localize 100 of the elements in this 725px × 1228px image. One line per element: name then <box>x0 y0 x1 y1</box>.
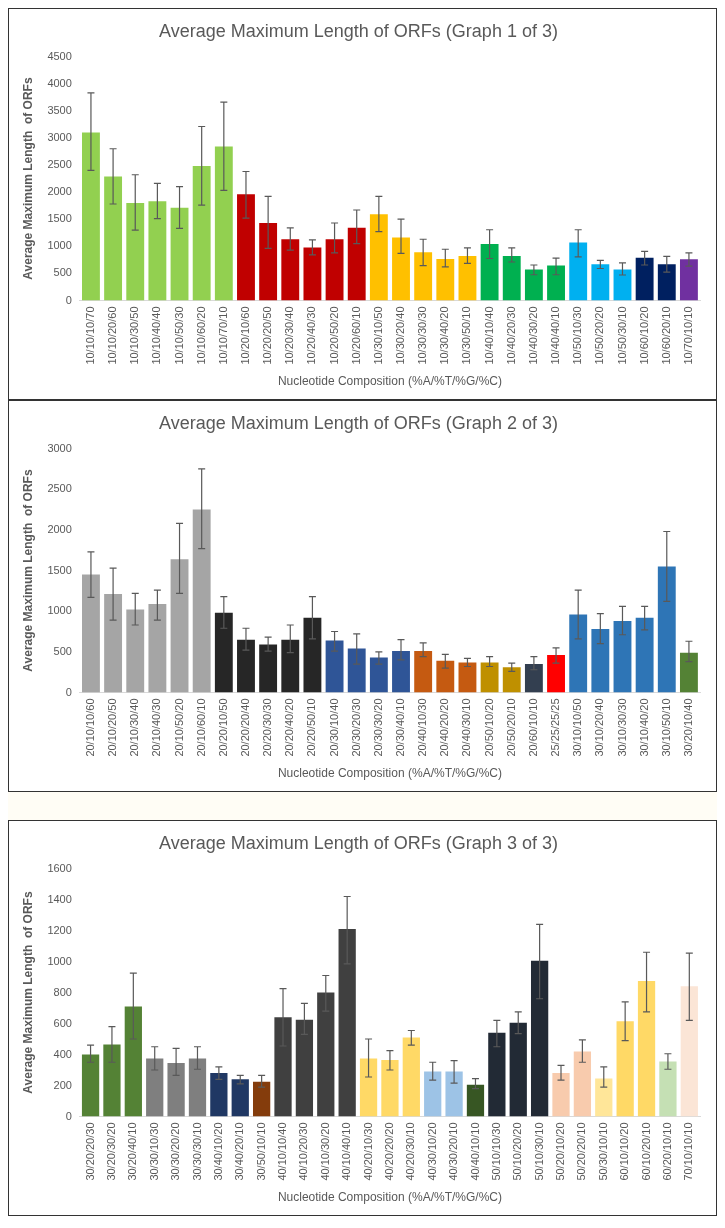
x-tick-label: 10/20/50/20 <box>327 306 340 365</box>
x-tick-label: 20/10/50/20 <box>172 698 185 757</box>
x-tick-label: 10/20/60/10 <box>349 306 362 365</box>
x-tick-label: 20/40/30/10 <box>460 698 473 757</box>
y-tick-label: 2000 <box>47 185 72 198</box>
x-tick-label: 30/50/10/10 <box>254 1122 267 1181</box>
x-tick-label: 10/10/60/20 <box>194 306 207 365</box>
y-tick-label: 0 <box>65 1109 72 1122</box>
x-tick-label: 10/10/20/60 <box>106 306 119 365</box>
x-tick-label: 30/10/10/50 <box>571 698 584 757</box>
y-tick-label: 1600 <box>47 861 72 874</box>
x-tick-label: 40/20/10/30 <box>361 1122 374 1181</box>
y-tick-label: 2500 <box>47 482 72 495</box>
x-tick-label: 20/30/20/30 <box>349 698 362 757</box>
x-tick-label: 20/40/20/20 <box>438 698 451 757</box>
x-tick-label: 20/20/40/20 <box>283 698 296 757</box>
x-tick-label: 60/20/10/10 <box>660 1122 673 1181</box>
x-tick-label: 10/30/20/40 <box>394 306 407 365</box>
x-tick-label: 10/50/30/10 <box>615 306 628 365</box>
y-tick-label: 0 <box>65 293 72 306</box>
x-tick-label: 20/20/10/50 <box>216 698 229 757</box>
x-tick-label: 10/20/20/50 <box>261 306 274 365</box>
y-tick-label: 500 <box>53 644 72 657</box>
y-tick-label: 500 <box>53 266 72 279</box>
x-tick-label: 20/50/20/10 <box>504 698 517 757</box>
x-tick-label: 10/10/30/50 <box>128 306 141 365</box>
x-tick-label: 10/20/30/40 <box>283 306 296 365</box>
x-tick-label: 10/20/40/30 <box>305 306 318 365</box>
x-tick-label: 30/30/20/20 <box>169 1122 182 1181</box>
x-tick-label: 20/30/30/20 <box>371 698 384 757</box>
x-tick-label: 10/30/50/10 <box>460 306 473 365</box>
x-tick-label: 10/60/10/20 <box>637 306 650 365</box>
x-tick-label: 40/30/20/10 <box>447 1122 460 1181</box>
chart-title: Average Maximum Length of ORFs (Graph 1 of 3) <box>159 20 558 41</box>
x-tick-label: 50/10/20/20 <box>511 1122 524 1181</box>
x-tick-label: 50/30/10/10 <box>596 1122 609 1181</box>
y-tick-label: 0 <box>65 685 72 698</box>
y-tick-label: 3500 <box>47 103 72 116</box>
x-tick-label: 40/20/30/10 <box>404 1122 417 1181</box>
x-tick-label: 20/10/30/40 <box>128 698 141 757</box>
x-tick-label: 10/20/10/60 <box>239 306 252 365</box>
x-axis-title: Nucleotide Composition (%A/%T/%G/%C) <box>277 374 502 389</box>
x-tick-label: 20/10/40/30 <box>150 698 163 757</box>
x-tick-label: 10/40/30/20 <box>526 306 539 365</box>
x-tick-label: 20/40/10/30 <box>416 698 429 757</box>
x-tick-label: 30/40/10/20 <box>211 1122 224 1181</box>
x-tick-label: 20/30/40/10 <box>394 698 407 757</box>
x-tick-label: 50/20/20/10 <box>575 1122 588 1181</box>
x-tick-label: 40/40/10/10 <box>468 1122 481 1181</box>
y-tick-label: 1000 <box>47 239 72 252</box>
x-tick-label: 30/20/20/30 <box>83 1122 96 1181</box>
x-tick-label: 40/10/40/10 <box>340 1122 353 1181</box>
x-tick-label: 30/20/30/20 <box>104 1122 117 1181</box>
x-tick-label: 50/10/30/10 <box>532 1122 545 1181</box>
x-tick-label: 20/30/10/40 <box>327 698 340 757</box>
x-tick-label: 30/40/20/10 <box>233 1122 246 1181</box>
x-tick-label: 10/10/40/40 <box>150 306 163 365</box>
x-tick-label: 10/50/10/30 <box>571 306 584 365</box>
x-tick-label: 10/40/20/30 <box>504 306 517 365</box>
x-tick-label: 20/60/10/10 <box>526 698 539 757</box>
x-tick-label: 10/30/10/50 <box>371 306 384 365</box>
y-tick-label: 3000 <box>47 130 72 143</box>
x-tick-label: 40/10/20/30 <box>297 1122 310 1181</box>
x-axis-title: Nucleotide Composition (%A/%T/%G/%C) <box>277 1190 502 1205</box>
x-tick-label: 40/30/10/20 <box>425 1122 438 1181</box>
x-tick-label: 10/30/30/30 <box>416 306 429 365</box>
x-tick-label: 10/50/20/20 <box>593 306 606 365</box>
y-tick-label: 1400 <box>47 892 72 905</box>
x-tick-label: 10/40/10/40 <box>482 306 495 365</box>
x-tick-label: 10/70/10/10 <box>681 306 694 365</box>
y-tick-label: 600 <box>53 1016 72 1029</box>
y-axis-title: Average Maximum Length of ORFs <box>20 77 35 280</box>
x-tick-label: 30/30/30/10 <box>190 1122 203 1181</box>
x-tick-label: 30/30/10/30 <box>147 1122 160 1181</box>
x-tick-label: 20/10/60/10 <box>194 698 207 757</box>
y-tick-label: 1000 <box>47 604 72 617</box>
x-tick-label: 20/10/10/60 <box>83 698 96 757</box>
y-tick-label: 800 <box>53 985 72 998</box>
x-tick-label: 20/20/50/10 <box>305 698 318 757</box>
y-tick-label: 4500 <box>47 49 72 62</box>
x-tick-label: 10/40/40/10 <box>549 306 562 365</box>
x-tick-label: 30/20/10/40 <box>681 698 694 757</box>
y-tick-label: 3000 <box>47 441 72 454</box>
x-tick-label: 70/10/10/10 <box>682 1122 695 1181</box>
x-tick-label: 10/10/50/30 <box>172 306 185 365</box>
y-tick-label: 200 <box>53 1078 72 1091</box>
x-tick-label: 30/10/30/30 <box>615 698 628 757</box>
x-tick-label: 10/60/20/10 <box>659 306 672 365</box>
x-tick-label: 40/10/30/20 <box>318 1122 331 1181</box>
y-tick-label: 1200 <box>47 923 72 936</box>
y-axis-title: Average Maximum Length of ORFs <box>20 469 35 672</box>
x-tick-label: 25/25/25/25 <box>549 698 562 757</box>
x-tick-label: 50/10/10/30 <box>489 1122 502 1181</box>
y-tick-label: 1500 <box>47 212 72 225</box>
chart-title: Average Maximum Length of ORFs (Graph 3 of 3) <box>159 832 558 853</box>
x-tick-label: 10/10/10/70 <box>83 306 96 365</box>
x-tick-label: 50/20/10/20 <box>554 1122 567 1181</box>
y-axis-title: Average Maximum Length of ORFs <box>20 891 35 1094</box>
x-tick-label: 40/10/10/40 <box>276 1122 289 1181</box>
x-tick-label: 60/10/10/20 <box>618 1122 631 1181</box>
